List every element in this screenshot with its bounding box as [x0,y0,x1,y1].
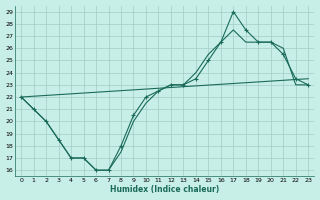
X-axis label: Humidex (Indice chaleur): Humidex (Indice chaleur) [110,185,219,194]
